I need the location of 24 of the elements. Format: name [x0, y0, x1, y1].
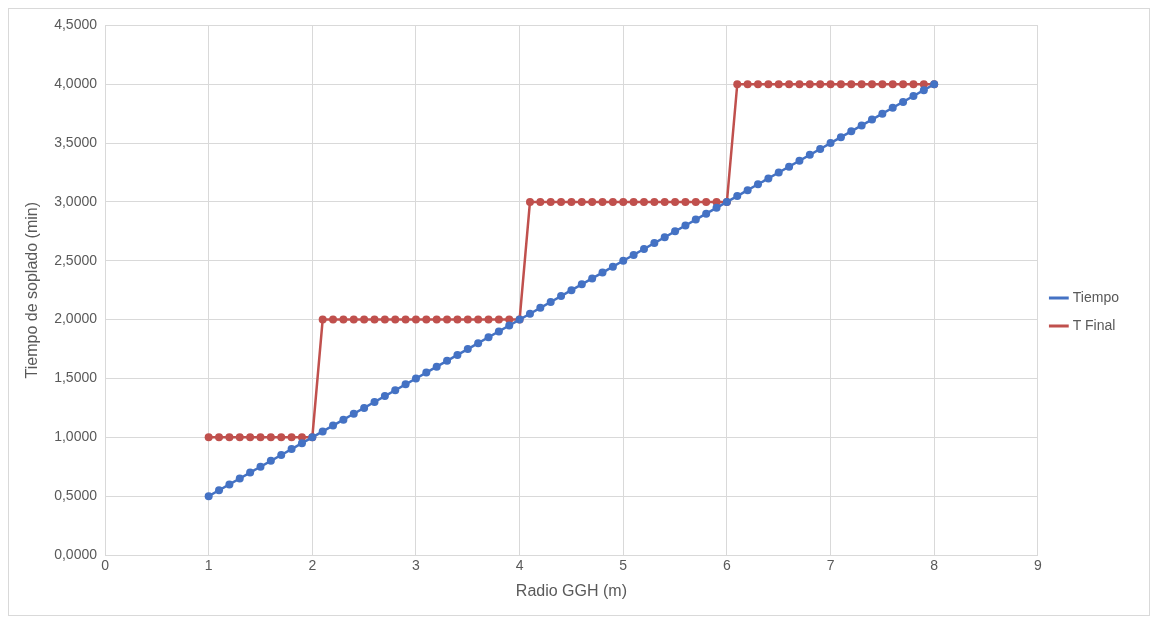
x-tick-label: 3 — [412, 557, 421, 574]
x-tick-label: 4 — [515, 557, 524, 574]
x-tick-label: 9 — [1033, 557, 1042, 574]
x-tick-label: 0 — [101, 557, 110, 574]
x-tick-label: 8 — [930, 557, 939, 574]
y-tick-label: 3,5000 — [54, 133, 98, 150]
y-tick-label: 2,0000 — [54, 310, 98, 327]
x-axis-title: Radio GGH (m) — [515, 581, 627, 599]
y-tick-label: 4,5000 — [54, 16, 98, 33]
legend-label: Tiempo — [1072, 288, 1120, 305]
y-tick-label: 2,5000 — [54, 251, 98, 268]
x-tick-label: 2 — [308, 557, 317, 574]
x-tick-label: 6 — [723, 557, 731, 574]
y-tick-label: 1,5000 — [54, 369, 98, 386]
y-tick-label: 1,0000 — [54, 428, 98, 445]
x-tick-label: 5 — [619, 557, 628, 574]
y-tick-label: 3,0000 — [54, 192, 98, 209]
x-tick-label: 7 — [826, 557, 835, 574]
y-tick-label: 4,0000 — [54, 75, 98, 92]
y-tick-label: 0,5000 — [54, 487, 98, 504]
x-tick-label: 1 — [204, 557, 213, 574]
legend-label: T Final — [1072, 316, 1116, 333]
y-tick-label: 0,0000 — [54, 545, 98, 562]
y-axis-title: Tiempo de soplado (min) — [23, 202, 41, 379]
